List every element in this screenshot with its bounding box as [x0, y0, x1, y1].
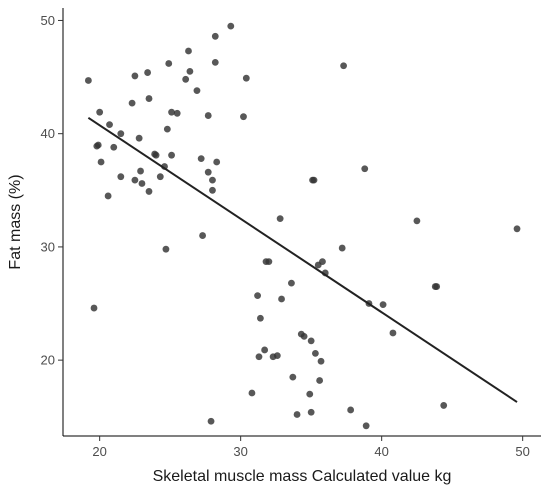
data-point — [131, 72, 139, 80]
data-point — [117, 130, 125, 138]
data-point — [182, 75, 190, 83]
data-point — [204, 168, 212, 176]
data-point — [254, 292, 261, 299]
data-point — [310, 176, 318, 184]
x-tick-label: 40 — [374, 444, 388, 459]
data-point — [137, 167, 144, 175]
data-point — [168, 151, 175, 159]
data-point — [257, 314, 264, 322]
data-point — [204, 112, 212, 119]
data-point — [199, 232, 206, 239]
y-tick-label: 30 — [41, 239, 55, 254]
data-point — [197, 155, 205, 162]
data-point — [255, 353, 263, 361]
regression-line — [87, 116, 518, 403]
data-point — [306, 390, 314, 398]
data-point — [207, 417, 215, 425]
data-point — [117, 173, 125, 181]
fit-layer — [87, 116, 518, 403]
data-point — [209, 176, 216, 184]
data-point — [273, 352, 281, 360]
data-point — [340, 62, 347, 70]
data-point — [316, 377, 324, 384]
data-point — [97, 158, 105, 166]
data-point — [209, 186, 216, 194]
data-point — [162, 245, 170, 253]
data-point — [311, 349, 319, 357]
data-point — [128, 99, 136, 107]
x-tick-label: 50 — [515, 444, 529, 459]
data-point — [276, 215, 284, 223]
y-axis-title: Fat mass (%) — [7, 174, 24, 269]
y-tick-label: 40 — [41, 126, 55, 141]
data-point — [362, 422, 370, 430]
data-point — [96, 108, 104, 116]
axes-layer — [62, 8, 541, 437]
data-point — [307, 408, 315, 416]
data-point — [104, 192, 112, 200]
data-point — [307, 337, 315, 345]
data-point — [278, 295, 285, 303]
data-point — [144, 69, 152, 76]
data-point — [293, 411, 301, 418]
data-point — [168, 108, 175, 116]
x-tick-label: 20 — [92, 444, 106, 459]
data-point — [211, 32, 219, 40]
data-point — [413, 217, 421, 225]
data-point — [110, 143, 118, 151]
data-point — [138, 180, 146, 187]
points-layer — [84, 22, 521, 430]
data-point — [84, 77, 92, 84]
data-point — [242, 74, 250, 82]
data-point — [211, 58, 219, 66]
data-point — [227, 22, 235, 30]
data-point — [213, 158, 221, 166]
x-tick-label: 30 — [233, 444, 247, 459]
data-point — [440, 402, 448, 409]
data-point — [289, 373, 297, 381]
data-point — [90, 304, 98, 312]
data-point — [338, 244, 346, 252]
data-point — [361, 165, 369, 173]
data-point — [193, 87, 201, 95]
data-point — [156, 173, 164, 181]
data-point — [152, 151, 160, 159]
data-point — [261, 346, 269, 354]
data-point — [433, 283, 441, 290]
data-point — [513, 225, 521, 233]
y-tick-label: 20 — [41, 353, 55, 368]
data-point — [248, 389, 256, 397]
y-tick-label: 50 — [41, 13, 55, 28]
data-point — [240, 113, 247, 121]
data-point — [347, 406, 355, 414]
data-point — [106, 121, 113, 129]
data-point — [173, 109, 181, 117]
data-point — [165, 60, 173, 67]
ticks-layer: 20 30 40 50 20 30 40 50 — [41, 13, 530, 459]
data-point — [389, 329, 397, 337]
data-point — [300, 332, 308, 340]
data-point — [145, 188, 153, 195]
data-point — [265, 258, 273, 266]
data-point — [163, 125, 171, 133]
data-point — [319, 258, 326, 266]
data-point — [288, 279, 295, 287]
data-point — [145, 95, 153, 102]
data-point — [379, 301, 387, 309]
data-point — [185, 47, 192, 55]
data-point — [135, 134, 143, 142]
data-point — [317, 357, 325, 365]
data-point — [186, 68, 194, 75]
data-point — [94, 141, 102, 149]
x-axis-title: Skeletal muscle mass Calculated value kg — [153, 468, 452, 485]
data-point — [131, 176, 139, 184]
